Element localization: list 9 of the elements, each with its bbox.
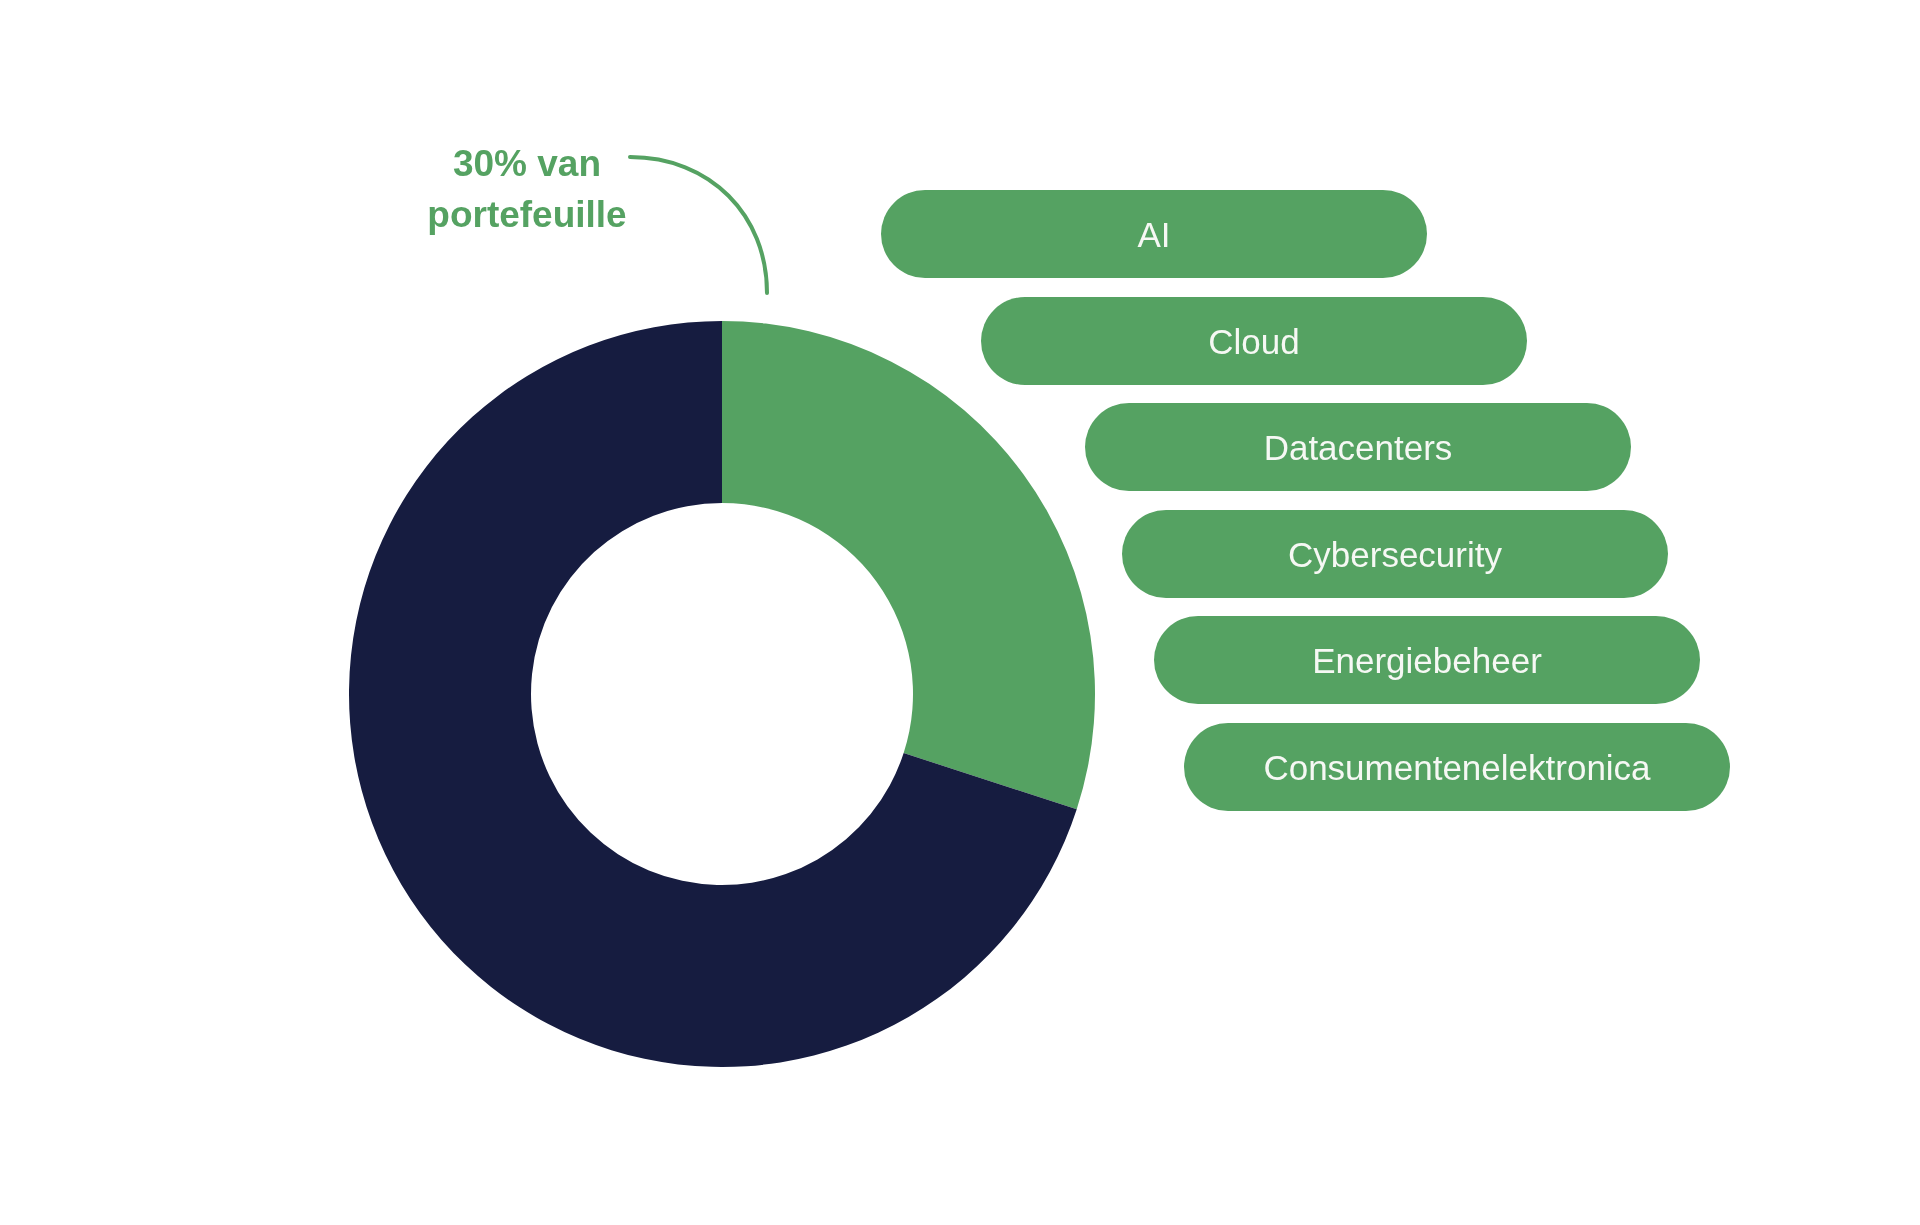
- data-label: 30% van portefeuille: [426, 142, 628, 238]
- text: Datacenters: [1263, 427, 1453, 467]
- donut-slice: [349, 321, 1077, 1067]
- text: AI: [1137, 214, 1171, 254]
- text: Cybersecurity: [1288, 534, 1502, 574]
- text: Consumentenelektronica: [1263, 747, 1651, 787]
- text: Energiebeheer: [1312, 640, 1542, 680]
- donut-slice: [722, 321, 1095, 810]
- text: Cloud: [1208, 321, 1300, 361]
